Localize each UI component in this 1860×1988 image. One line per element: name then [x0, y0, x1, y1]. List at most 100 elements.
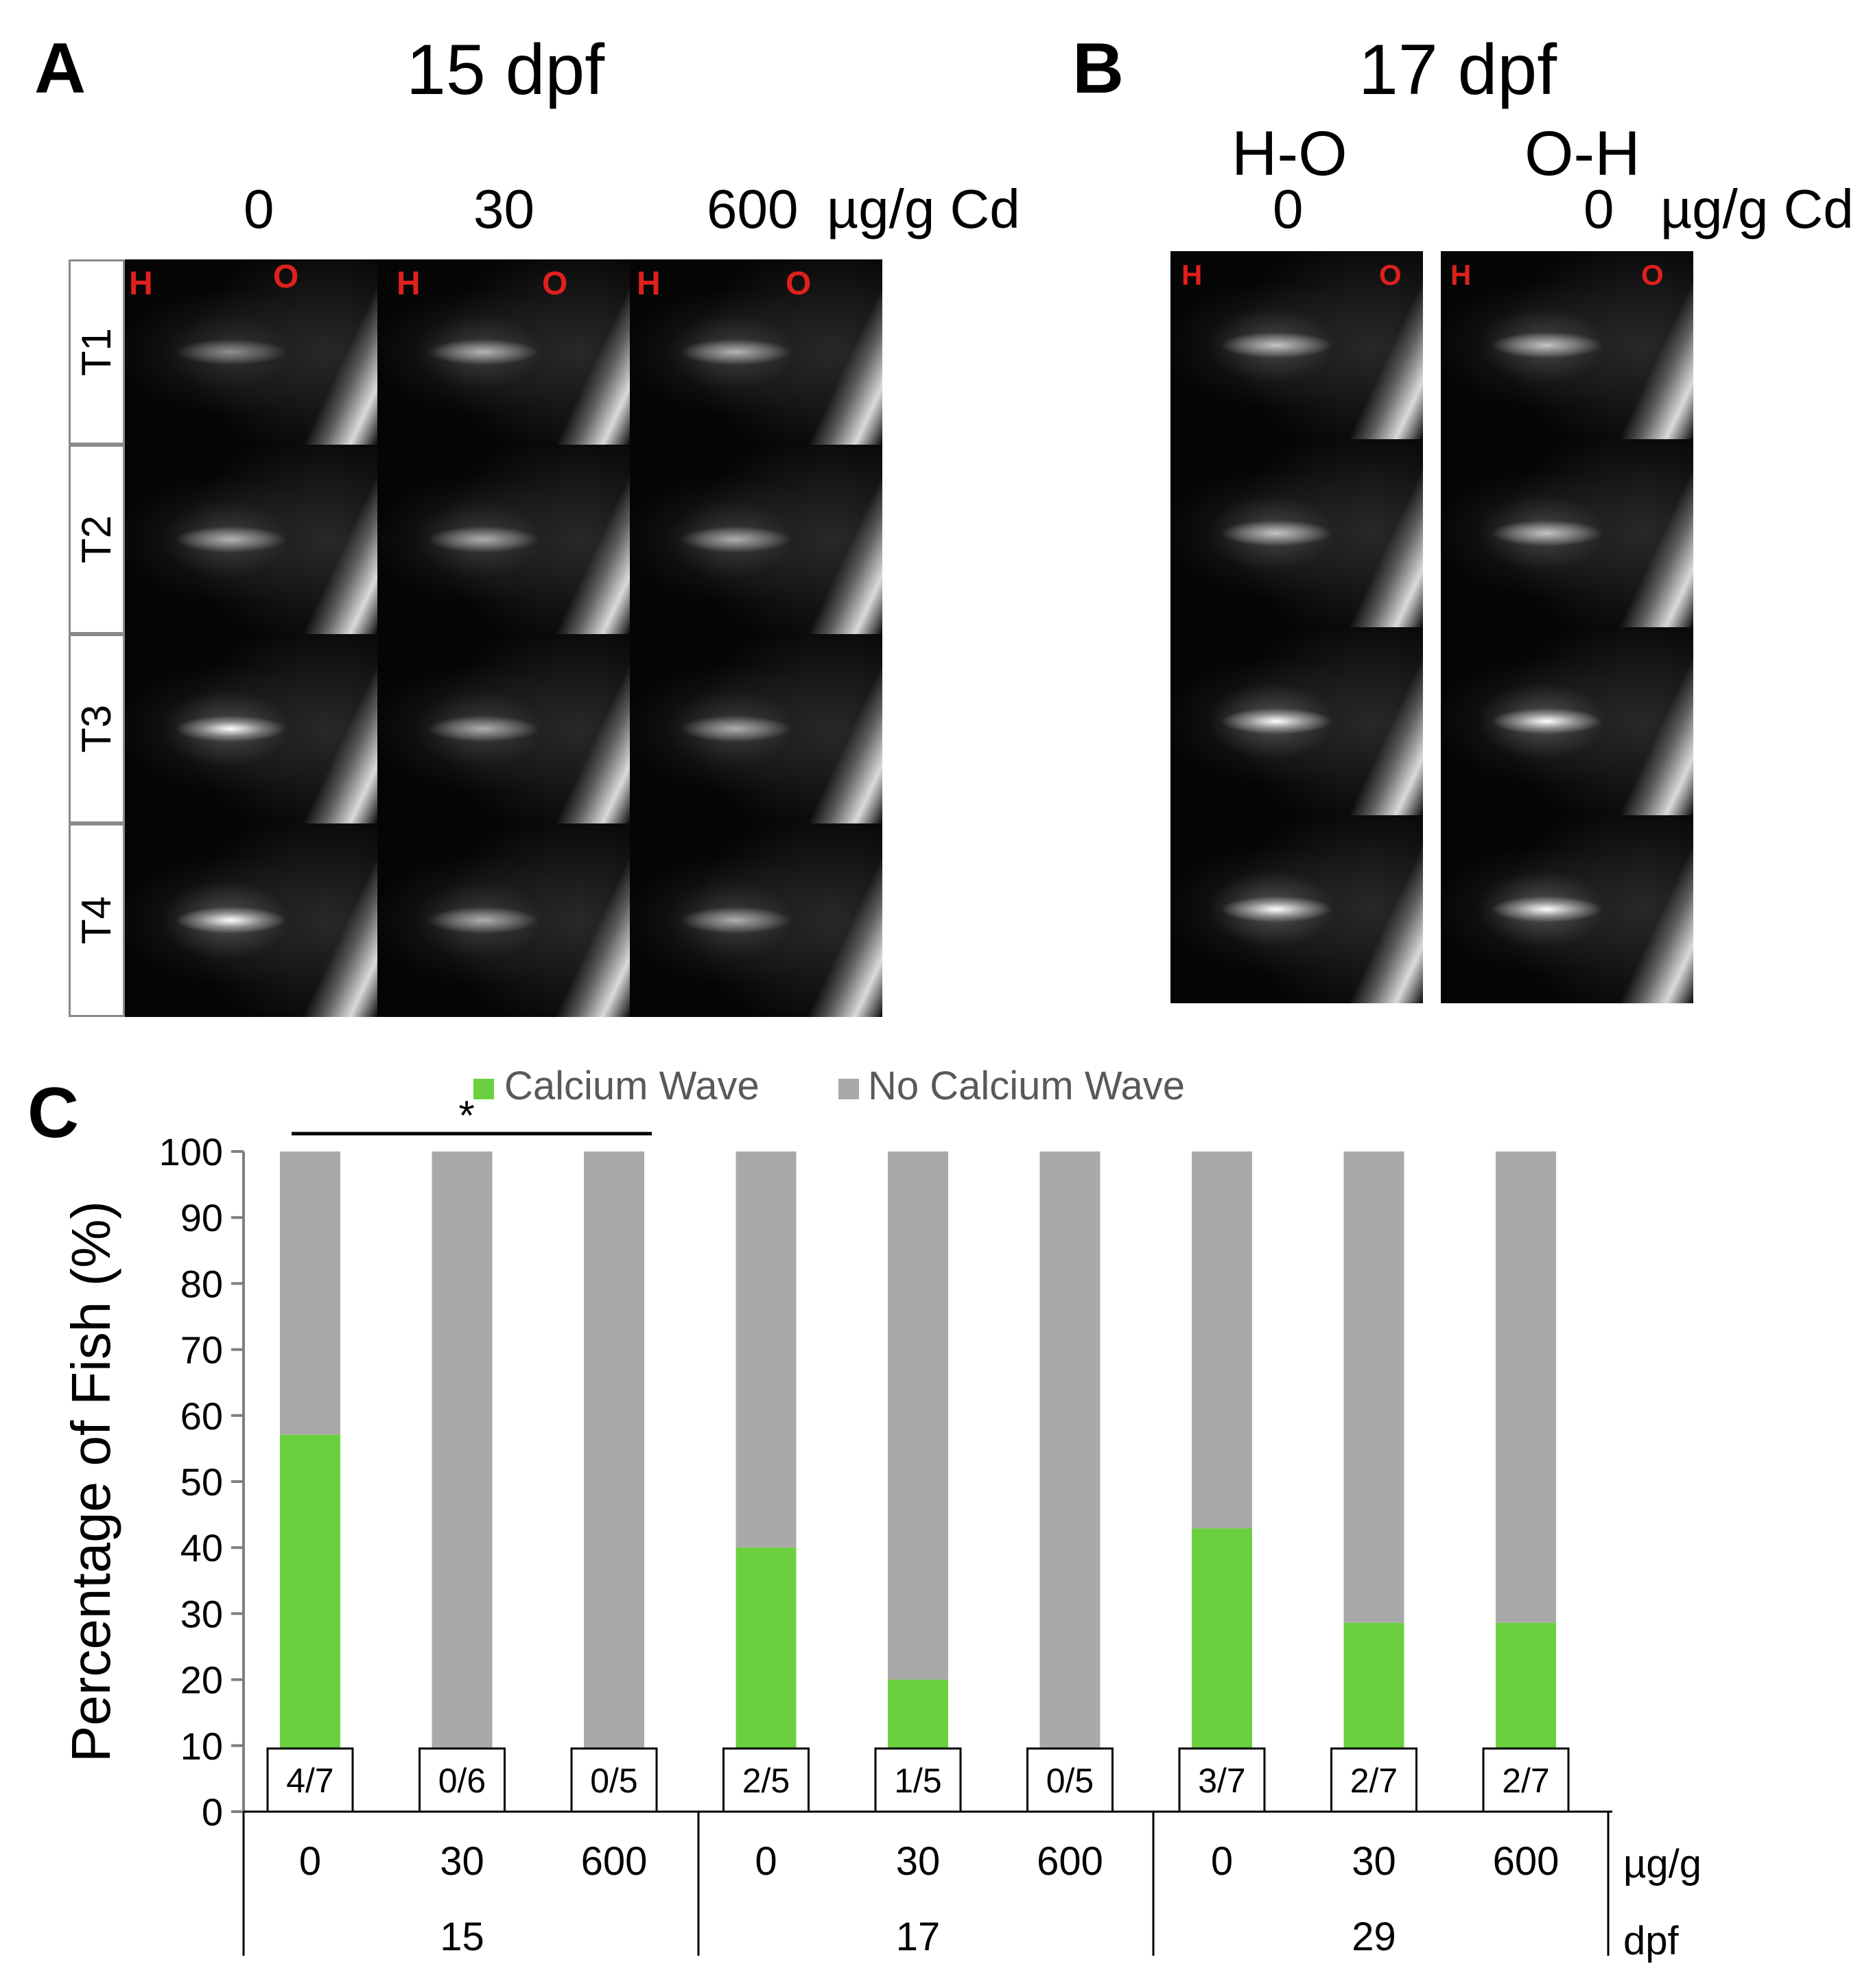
count-label: 0/5 — [590, 1762, 638, 1800]
panel-b-micrograph — [1441, 251, 1693, 439]
legend-label-calcium-wave: Calcium Wave — [504, 1064, 760, 1108]
count-label: 2/7 — [1350, 1762, 1398, 1800]
panel-b-micrograph — [1170, 251, 1423, 439]
y-tick-label: 90 — [180, 1196, 223, 1239]
panel-b-title: 17 dpf — [1358, 30, 1557, 110]
y-axis-title: Percentage of Fish (%) — [60, 1201, 121, 1762]
x-dose-label: 30 — [440, 1839, 484, 1884]
panel-b-dose-unit: µg/g Cd — [1660, 178, 1854, 239]
x-dose-label: 30 — [1352, 1839, 1396, 1884]
count-box — [570, 1747, 658, 1813]
x-dose-unit: µg/g — [1623, 1842, 1702, 1886]
panel-a-o-marker-3: O — [786, 266, 812, 302]
y-tick-label: 70 — [180, 1329, 223, 1372]
count-box — [1178, 1747, 1266, 1813]
count-label: 3/7 — [1198, 1762, 1246, 1800]
x-age-label: 15 — [440, 1915, 484, 1959]
bar-no-calcium-wave — [735, 1151, 797, 1548]
y-tick-label: 0 — [202, 1790, 223, 1834]
time-label-t4: T4 — [69, 823, 125, 1017]
panel-b-o-marker-1: O — [1379, 259, 1402, 291]
y-tick-label: 60 — [180, 1394, 223, 1438]
panel-a-h-marker-2: H — [397, 266, 421, 302]
panel-a-micrograph — [125, 259, 377, 445]
bar-no-calcium-wave — [1343, 1151, 1404, 1623]
count-label: 0/6 — [438, 1762, 486, 1800]
y-tick-label: 80 — [180, 1262, 223, 1305]
calcium-wave-chart: Calcium Wave No Calcium Wave 0 10 20 30 40 50 60… — [60, 1064, 1702, 1963]
count-box — [1330, 1747, 1417, 1813]
panel-a-letter: A — [34, 29, 86, 108]
count-box — [1482, 1747, 1570, 1813]
panel-a-micrograph — [377, 634, 630, 823]
time-label-t1: T1 — [69, 259, 125, 445]
panel-a-dose-600: 600 — [707, 178, 799, 239]
bar-no-calcium-wave — [1192, 1151, 1252, 1529]
panel-a-micrograph — [377, 445, 630, 634]
panel-a-title: 15 dpf — [406, 30, 605, 110]
panel-a-micrograph — [630, 634, 882, 823]
y-tick-label: 50 — [180, 1460, 223, 1504]
panel-b-micrograph — [1170, 815, 1423, 1003]
x-dose-label: 0 — [1211, 1839, 1233, 1884]
significance-star: * — [458, 1092, 474, 1138]
panel-a-micrograph — [377, 259, 630, 445]
panel-a-micrograph — [125, 634, 377, 823]
count-box — [722, 1747, 810, 1813]
panel-b-o-marker-2: O — [1641, 259, 1664, 291]
panel-a-dose-0: 0 — [244, 178, 274, 239]
y-tick-label: 20 — [180, 1659, 223, 1702]
panel-a-h-marker-3: H — [637, 266, 661, 302]
count-label: 2/7 — [1502, 1762, 1550, 1800]
y-tick-label: 10 — [180, 1724, 223, 1768]
count-label: 2/5 — [742, 1762, 790, 1800]
panel-b-dose-ho: 0 — [1273, 178, 1304, 239]
panel-b-col-ho: H-O — [1232, 119, 1347, 189]
x-dose-label: 600 — [1493, 1839, 1559, 1884]
panel-a-h-marker-1: H — [129, 266, 153, 302]
bar-no-calcium-wave — [432, 1151, 493, 1812]
time-label-t3: T3 — [69, 634, 125, 823]
panel-a-micrograph — [630, 259, 882, 445]
x-dose-label: 600 — [1037, 1839, 1103, 1884]
panel-b-micrograph — [1441, 439, 1693, 627]
bar-no-calcium-wave — [584, 1151, 644, 1812]
bar-no-calcium-wave — [280, 1151, 340, 1435]
y-tick-label: 30 — [180, 1592, 223, 1635]
x-dose-label: 0 — [299, 1839, 321, 1884]
panel-a-micrograph — [630, 445, 882, 634]
x-age-unit: dpf — [1623, 1919, 1680, 1963]
legend-swatch-calcium-wave — [473, 1079, 494, 1099]
count-box — [874, 1747, 962, 1813]
panel-a-micrograph — [377, 823, 630, 1017]
count-label: 1/5 — [894, 1762, 942, 1800]
panel-b-letter: B — [1072, 29, 1125, 108]
panel-a-micrograph — [125, 445, 377, 634]
count-label: 0/5 — [1046, 1762, 1094, 1800]
count-box — [266, 1747, 354, 1813]
bar-no-calcium-wave — [888, 1151, 948, 1680]
panel-a-o-marker-1: O — [273, 259, 299, 295]
panel-b-h-marker-1: H — [1181, 259, 1203, 291]
x-dose-label: 0 — [755, 1839, 777, 1884]
count-box — [1026, 1747, 1114, 1813]
panel-a-micrograph — [630, 823, 882, 1017]
panel-a-dose-30: 30 — [473, 178, 534, 239]
bar-no-calcium-wave — [1496, 1151, 1556, 1623]
time-label-t2: T2 — [69, 445, 125, 634]
panel-c-letter: C — [27, 1073, 80, 1153]
x-dose-label: 30 — [896, 1839, 941, 1884]
panel-a-o-marker-2: O — [542, 266, 568, 302]
y-tick-label: 40 — [180, 1526, 223, 1569]
panel-b-micrograph — [1170, 439, 1423, 627]
panel-a-dose-unit: µg/g Cd — [827, 178, 1020, 239]
count-box — [419, 1747, 506, 1813]
y-tick-label: 100 — [159, 1130, 223, 1173]
panel-b-dose-oh: 0 — [1584, 178, 1614, 239]
panel-b-col-oh: O-H — [1525, 119, 1640, 189]
legend-swatch-no-calcium-wave — [838, 1079, 859, 1099]
x-age-label: 17 — [896, 1915, 941, 1959]
panel-b-micrograph — [1441, 815, 1693, 1003]
panel-a-micrograph — [125, 823, 377, 1017]
panel-b-micrograph — [1441, 627, 1693, 815]
